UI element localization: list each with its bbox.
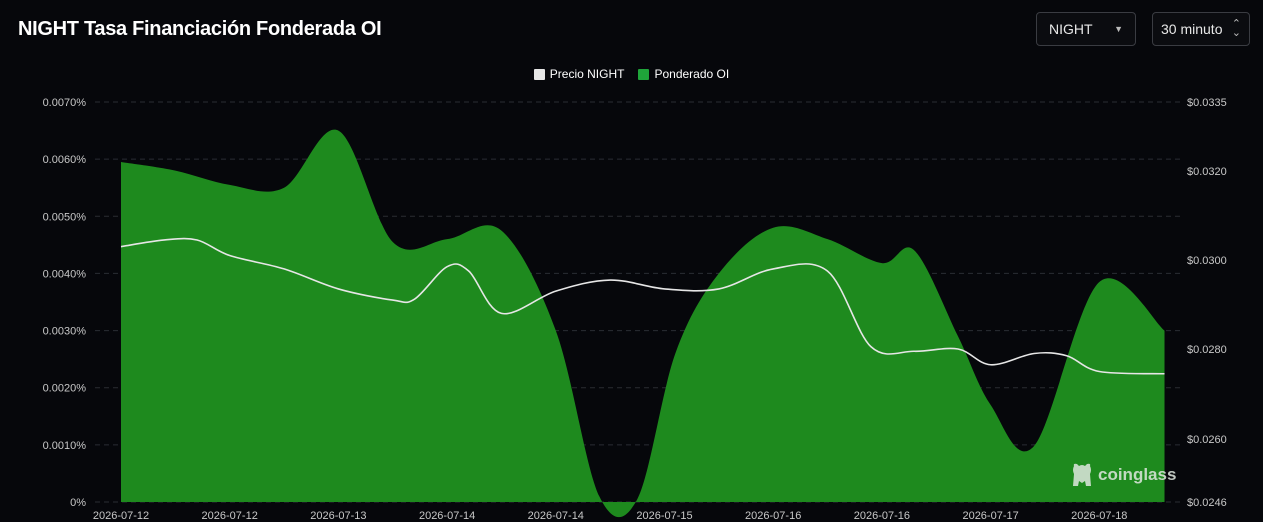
watermark-text: coinglass (1098, 465, 1177, 484)
x-tick-label: 2026-07-16 (745, 510, 801, 522)
x-tick-label: 2026-07-14 (528, 510, 584, 522)
interval-select-value: 30 minuto (1161, 21, 1223, 37)
legend-label-price: Precio NIGHT (549, 67, 625, 81)
x-tick-label: 2026-07-13 (310, 510, 366, 522)
right-tick-label: $0.0300 (1187, 255, 1227, 267)
left-tick-label: 0.0060% (43, 154, 87, 166)
ponderado-oi-area (121, 129, 1165, 518)
asset-select[interactable]: NIGHT ▼ (1036, 12, 1136, 46)
up-down-chevron-icon: ⌃ ⌄ (1231, 18, 1241, 39)
legend-item-oi[interactable]: Ponderado OI (638, 67, 729, 81)
interval-select[interactable]: 30 minuto ⌃ ⌄ (1152, 12, 1250, 46)
x-tick-label: 2026-07-17 (962, 510, 1018, 522)
left-tick-label: 0.0050% (43, 211, 87, 223)
right-tick-label: $0.0320 (1187, 166, 1227, 178)
chart-legend: Precio NIGHT Ponderado OI (0, 67, 1263, 81)
page-title: NIGHT Tasa Financiación Fonderada OI (18, 18, 382, 40)
legend-label-oi: Ponderado OI (654, 67, 730, 81)
left-tick-label: 0.0040% (43, 268, 87, 280)
asset-select-value: NIGHT (1049, 21, 1093, 37)
precio-night-line (120, 237, 1165, 375)
legend-item-price[interactable]: Precio NIGHT (533, 67, 625, 81)
left-tick-label: 0.0030% (43, 326, 87, 338)
left-tick-label: 0.0070% (43, 97, 87, 109)
right-tick-label: $0.0335 (1187, 97, 1227, 109)
x-tick-label: 2026-07-12 (202, 510, 258, 522)
coinglass-logo-icon (1073, 463, 1091, 486)
chevron-down-icon: ▼ (1114, 24, 1123, 34)
legend-swatch-oi (638, 68, 650, 80)
x-axis: 2026-07-12 2026-07-12 2026-07-13 2026-07-14… (93, 510, 1128, 522)
x-tick-label: 2026-07-18 (1071, 510, 1127, 522)
left-tick-label: 0.0010% (43, 440, 87, 452)
left-axis: 0% 0.0010% 0.0020% 0.0030% 0.0040% 0.0050% 0.0… (43, 97, 87, 509)
right-axis: $0.0246 $0.0260 $0.0280 $0.0300 $0.0320 $0.03… (1187, 97, 1227, 509)
left-tick-label: 0.0020% (43, 383, 87, 395)
x-tick-label: 2026-07-14 (419, 510, 475, 522)
x-tick-label: 2026-07-15 (636, 510, 692, 522)
x-tick-label: 2026-07-16 (854, 510, 910, 522)
right-tick-label: $0.0246 (1187, 497, 1227, 509)
x-tick-label: 2026-07-12 (93, 510, 149, 522)
right-tick-label: $0.0260 (1187, 434, 1227, 446)
right-tick-label: $0.0280 (1187, 344, 1227, 356)
legend-swatch-price (533, 68, 545, 80)
coinglass-watermark: coinglass (1070, 462, 1176, 488)
left-tick-label: 0% (70, 497, 86, 509)
